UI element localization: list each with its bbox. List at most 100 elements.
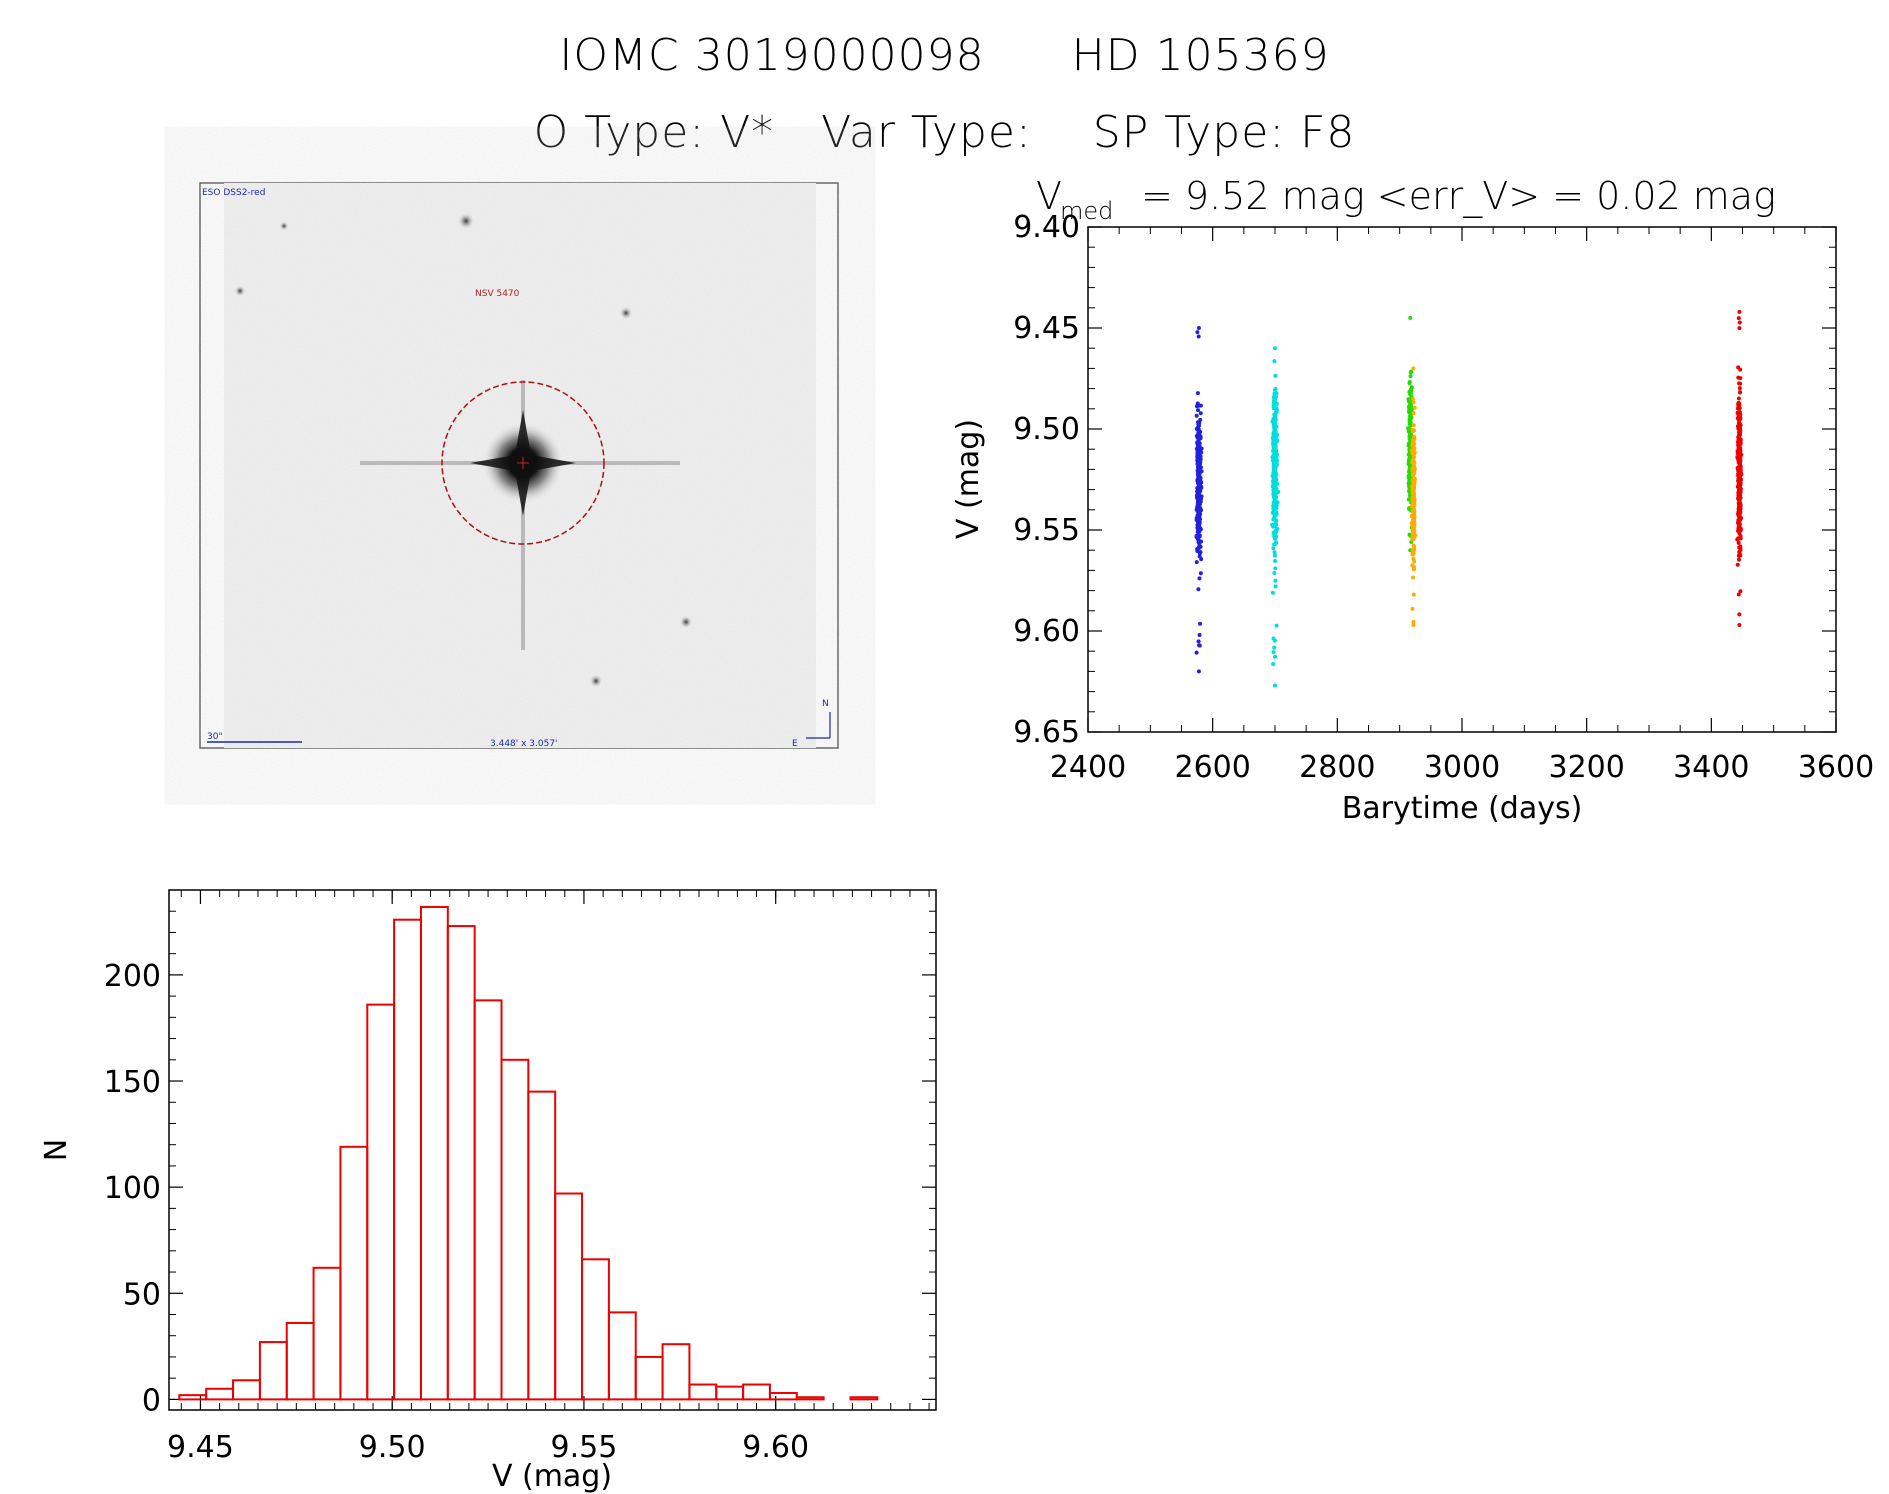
lc-point-season-4 — [1738, 440, 1743, 445]
lc-point-season-2 — [1273, 584, 1278, 589]
lc-point-season-4 — [1736, 316, 1741, 321]
light-curve-chart: V med = 9.52 mag <err_V> = 0.02 mag 2400… — [951, 174, 1874, 826]
lc-y-tick-label: 9.55 — [1013, 513, 1080, 548]
lc-point-season-2 — [1273, 654, 1278, 659]
lc-point-season-4 — [1737, 326, 1742, 331]
lc-point-season-1 — [1198, 475, 1203, 480]
lc-point-season-1 — [1196, 403, 1201, 408]
lc-point-season-3b — [1411, 496, 1416, 501]
lc-point-season-2 — [1271, 470, 1276, 475]
hist-bar — [581, 1258, 610, 1401]
lc-point-season-3b — [1410, 487, 1415, 492]
lc-point-season-2 — [1270, 510, 1275, 515]
lc-point-season-1 — [1196, 639, 1201, 644]
aperture-circle — [441, 381, 605, 545]
lc-point-season-1 — [1196, 501, 1201, 506]
compass-east-label: E — [792, 739, 798, 749]
fov-label: 3.448' x 3.057' — [490, 739, 558, 749]
lc-point-season-2 — [1274, 391, 1279, 396]
lc-point-season-3b — [1412, 405, 1417, 410]
hist-plot-frame — [168, 889, 937, 1411]
object-type: O Type: V* — [533, 107, 775, 158]
lc-point-season-3b — [1411, 551, 1416, 556]
hist-y-tick-label: 100 — [104, 1171, 161, 1206]
lc-point-season-3b — [1411, 464, 1416, 469]
lc-point-season-3b — [1411, 622, 1416, 627]
lc-y-tick-label: 9.50 — [1013, 412, 1080, 447]
lc-point-season-1 — [1198, 526, 1203, 531]
lc-point-season-3b — [1412, 471, 1417, 476]
figure-title-line-1: IOMC 3019000098 HD 105369 — [0, 30, 1889, 81]
lc-point-season-4 — [1736, 510, 1741, 515]
lc-point-season-3b — [1410, 484, 1415, 489]
lc-point-season-3a — [1409, 385, 1414, 390]
lc-point-season-1 — [1194, 434, 1199, 439]
hist-bar — [366, 1003, 396, 1401]
lc-point-season-2 — [1273, 494, 1278, 499]
lc-point-season-2 — [1271, 650, 1276, 655]
hist-bar — [446, 925, 476, 1401]
lc-title-v: V — [1036, 174, 1062, 218]
lc-point-season-2 — [1272, 400, 1277, 405]
lc-point-season-3a — [1407, 381, 1412, 386]
lc-point-season-3a — [1408, 419, 1413, 424]
lc-title-subscript: med — [1060, 197, 1113, 225]
lc-point-season-4 — [1737, 494, 1742, 499]
spectral-type: SP Type: F8 — [1092, 107, 1356, 158]
lc-point-season-1 — [1197, 506, 1202, 511]
lc-point-season-4 — [1737, 455, 1742, 460]
lc-point-season-4 — [1736, 592, 1741, 597]
lc-point-season-2 — [1273, 413, 1278, 418]
lc-point-season-2 — [1272, 490, 1277, 495]
sky-image-panel: ESO DSS2-red NSV 5470 30" 3.448' x 3.057… — [199, 182, 839, 749]
figure-title-line-2: O Type: V* Var Type: SP Type: F8 — [0, 107, 1889, 158]
lc-point-season-3b — [1411, 505, 1416, 510]
hist-bar — [178, 1394, 208, 1401]
lc-point-season-2 — [1273, 457, 1278, 462]
lc-point-season-1 — [1197, 488, 1202, 493]
lc-point-season-1 — [1198, 411, 1203, 416]
lc-point-season-4 — [1738, 502, 1743, 507]
lc-point-season-2 — [1273, 683, 1277, 688]
lc-point-season-4 — [1735, 562, 1740, 567]
hist-bar — [661, 1343, 691, 1401]
lc-point-season-4 — [1737, 612, 1742, 617]
lc-point-season-2 — [1274, 453, 1279, 458]
lc-point-season-1 — [1194, 650, 1199, 655]
lc-title-text: = 9.52 mag <err_V> = 0.02 mag — [1141, 174, 1776, 219]
lc-point-season-1 — [1196, 420, 1201, 425]
lc-y-axis-label: V (mag) — [951, 419, 986, 539]
lc-point-season-4 — [1737, 507, 1742, 512]
lc-x-tick-label: 3000 — [1424, 750, 1500, 785]
lc-point-season-1 — [1195, 408, 1200, 413]
hist-bar — [312, 1266, 342, 1401]
lc-data-points — [1194, 309, 1744, 688]
lc-point-season-4 — [1736, 481, 1741, 486]
lc-point-season-2 — [1271, 422, 1276, 427]
lc-point-season-1 — [1199, 446, 1204, 451]
survey-label: ESO DSS2-red — [202, 188, 265, 198]
lc-point-season-2 — [1273, 373, 1278, 378]
hist-x-tick-label: 9.55 — [551, 1430, 618, 1465]
lc-point-season-2 — [1271, 546, 1276, 551]
lc-point-season-4 — [1736, 412, 1741, 417]
lc-point-season-1 — [1196, 518, 1201, 523]
lc-point-season-3b — [1412, 517, 1417, 522]
lc-y-tick-label: 9.65 — [1013, 715, 1080, 750]
lc-point-season-4 — [1737, 622, 1742, 627]
lc-point-season-3b — [1411, 366, 1416, 371]
lc-point-season-3b — [1411, 575, 1416, 580]
lc-point-season-3b — [1411, 528, 1416, 533]
hist-bars — [178, 905, 879, 1401]
lc-point-season-2 — [1271, 661, 1276, 666]
lc-point-season-3b — [1410, 428, 1415, 433]
lc-point-season-2 — [1272, 387, 1277, 392]
lc-point-season-2 — [1272, 645, 1277, 650]
lc-point-season-2 — [1273, 541, 1278, 546]
lc-point-season-4 — [1737, 464, 1742, 469]
hist-bar — [688, 1383, 718, 1401]
field-star — [279, 221, 289, 231]
target-label: NSV 5470 — [475, 289, 520, 299]
lc-point-season-3a — [1407, 476, 1412, 481]
